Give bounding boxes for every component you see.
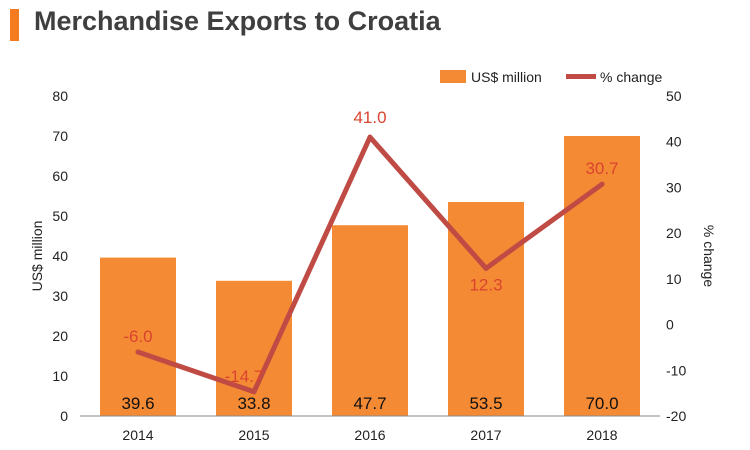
line-layer bbox=[135, 134, 605, 395]
y-right-tick-label: 50 bbox=[666, 88, 682, 104]
y-left-tick-label: 10 bbox=[52, 368, 68, 384]
line-data-label: 30.7 bbox=[585, 159, 618, 178]
y-left-tick-label: 70 bbox=[52, 128, 68, 144]
y-right-tick-label: 40 bbox=[666, 134, 682, 150]
labels-layer: 39.6 33.8 47.7 53.5 70.0 -6.0 -14.7 41.0 12.3 30.… bbox=[121, 108, 618, 413]
x-tick-label: 2016 bbox=[354, 427, 385, 443]
legend-label-line: % change bbox=[600, 69, 662, 85]
line-point-2014 bbox=[135, 349, 141, 355]
line-point-2015 bbox=[251, 389, 257, 395]
bar-data-label: 53.5 bbox=[469, 394, 502, 413]
x-tick-label: 2018 bbox=[586, 427, 617, 443]
y-left-tick-label: 80 bbox=[52, 88, 68, 104]
line-point-2018 bbox=[599, 181, 605, 187]
bar-data-label: 47.7 bbox=[353, 394, 386, 413]
y-left-tick-label: 60 bbox=[52, 168, 68, 184]
line-point-2017 bbox=[483, 265, 489, 271]
y-left-tick-label: 30 bbox=[52, 288, 68, 304]
page-title: Merchandise Exports to Croatia bbox=[34, 6, 441, 36]
y-left-tick-label: 20 bbox=[52, 328, 68, 344]
y-right-tick-label: 30 bbox=[666, 179, 682, 195]
axes-layer: 2014 2015 2016 2017 2018 0 10 20 30 40 50 60 70 80 -20… bbox=[29, 88, 717, 443]
bar-2016 bbox=[332, 225, 408, 416]
line-data-label: 41.0 bbox=[353, 108, 386, 127]
legend-swatch-bar bbox=[440, 70, 466, 83]
bar-2017 bbox=[448, 202, 524, 416]
y-left-tick-label: 50 bbox=[52, 208, 68, 224]
bars-layer bbox=[100, 136, 640, 416]
x-tick-label: 2015 bbox=[238, 427, 269, 443]
line-data-label: 12.3 bbox=[469, 275, 502, 294]
bar-data-label: 70.0 bbox=[585, 394, 618, 413]
legend-label-bar: US$ million bbox=[471, 69, 542, 85]
line-data-label: -14.7 bbox=[225, 367, 264, 386]
y-right-tick-label: 10 bbox=[666, 271, 682, 287]
y-right-tick-label: -10 bbox=[666, 362, 686, 378]
title-accent-bar bbox=[10, 9, 19, 41]
y-left-tick-label: 0 bbox=[60, 408, 68, 424]
y-right-axis-title: % change bbox=[701, 225, 717, 287]
x-tick-label: 2014 bbox=[122, 427, 153, 443]
y-right-tick-label: -20 bbox=[666, 408, 686, 424]
y-left-tick-label: 40 bbox=[52, 248, 68, 264]
y-right-tick-label: 0 bbox=[666, 317, 674, 333]
y-left-axis-title: US$ million bbox=[29, 221, 45, 292]
line-data-label: -6.0 bbox=[123, 327, 152, 346]
y-right-tick-label: 20 bbox=[666, 225, 682, 241]
bar-data-label: 33.8 bbox=[237, 394, 270, 413]
line-point-2016 bbox=[367, 134, 373, 140]
bar-data-label: 39.6 bbox=[121, 394, 154, 413]
bar-2014 bbox=[100, 257, 176, 416]
legend: US$ million % change bbox=[440, 69, 662, 85]
x-tick-label: 2017 bbox=[470, 427, 501, 443]
